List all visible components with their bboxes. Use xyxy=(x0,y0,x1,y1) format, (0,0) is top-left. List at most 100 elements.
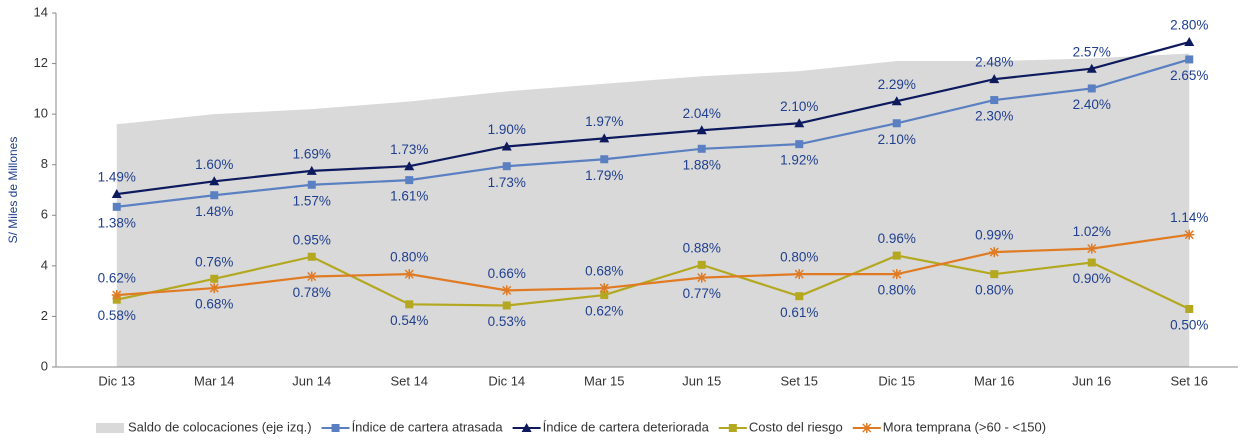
marker xyxy=(1086,243,1097,254)
marker xyxy=(521,423,532,432)
value-label: 2.40% xyxy=(1073,97,1111,112)
value-label: 1.61% xyxy=(390,189,428,204)
value-label: 2.10% xyxy=(780,99,818,114)
x-tick-label: Set 14 xyxy=(390,373,428,388)
marker xyxy=(599,133,610,143)
marker xyxy=(1087,84,1096,93)
value-label: 0.58% xyxy=(98,308,136,323)
marker xyxy=(599,283,610,294)
area xyxy=(116,53,1190,367)
marker xyxy=(112,202,121,211)
x-tick-label: Jun 16 xyxy=(1072,373,1111,388)
value-label: 1.73% xyxy=(488,175,526,190)
value-label: 0.80% xyxy=(390,250,428,265)
marker xyxy=(600,291,609,300)
marker xyxy=(989,74,1000,84)
marker xyxy=(696,125,707,135)
value-label: 1.60% xyxy=(195,157,233,172)
x-tick-label: Jun 15 xyxy=(682,373,721,388)
line xyxy=(116,40,1190,196)
value-label: 0.62% xyxy=(98,271,136,286)
value-label: 0.61% xyxy=(780,305,818,320)
value-label: 0.68% xyxy=(585,264,623,279)
marker xyxy=(728,424,737,432)
value-label: 2.04% xyxy=(683,106,721,121)
marker xyxy=(1184,37,1195,47)
marker xyxy=(210,191,219,200)
legend-label: Saldo de colocaciones (eje izq.) xyxy=(128,419,312,434)
value-label: 0.78% xyxy=(293,285,331,300)
legend-label: Mora temprana (>60 - <150) xyxy=(883,419,1046,434)
x-tick-label: Mar 15 xyxy=(584,373,624,388)
marker xyxy=(891,96,902,106)
marker xyxy=(892,251,901,260)
value-label: 1.14% xyxy=(1170,210,1208,225)
marker xyxy=(404,269,415,280)
value-label: 2.29% xyxy=(878,77,916,92)
marker xyxy=(502,301,511,310)
value-label: 1.57% xyxy=(293,193,331,208)
marker xyxy=(989,247,1000,258)
marker xyxy=(501,141,512,151)
value-label: 2.80% xyxy=(1170,18,1208,33)
value-label: 2.30% xyxy=(975,109,1013,124)
value-label: 0.54% xyxy=(390,313,428,328)
legend-label: Índice de cartera atrasada xyxy=(352,419,504,434)
x-tick-label: Mar 16 xyxy=(974,373,1014,388)
marker xyxy=(404,161,415,171)
value-label: 1.48% xyxy=(195,204,233,219)
value-label: 1.73% xyxy=(390,142,428,157)
value-label: 0.80% xyxy=(780,250,818,265)
value-label: 0.68% xyxy=(195,297,233,312)
marker xyxy=(1185,304,1194,313)
x-tick-label: Mar 14 xyxy=(194,373,234,388)
marker xyxy=(209,283,220,294)
y-axis-label: S/ Miles de Millones xyxy=(6,137,20,244)
marker xyxy=(861,423,872,433)
x-tick-label: Dic 14 xyxy=(488,373,525,388)
value-label: 0.50% xyxy=(1170,318,1208,333)
marker xyxy=(405,300,414,309)
marker xyxy=(990,270,999,279)
value-label: 0.95% xyxy=(293,232,331,247)
value-label: 1.49% xyxy=(98,170,136,185)
y-tick-label: 4 xyxy=(41,257,48,272)
value-label: 1.90% xyxy=(488,122,526,137)
value-label: 1.02% xyxy=(1073,224,1111,239)
value-label: 2.65% xyxy=(1170,68,1208,83)
value-label: 1.38% xyxy=(98,215,136,230)
marker xyxy=(794,269,805,280)
value-label: 2.48% xyxy=(975,55,1013,70)
y-tick-label: 12 xyxy=(34,55,48,70)
marker xyxy=(892,119,901,128)
marker xyxy=(696,272,707,283)
x-tick-label: Dic 13 xyxy=(98,373,135,388)
value-label: 0.90% xyxy=(1073,271,1111,286)
marker xyxy=(794,118,805,128)
marker xyxy=(307,180,316,189)
line xyxy=(116,254,1190,310)
marker xyxy=(209,176,220,186)
value-label: 1.92% xyxy=(780,153,818,168)
value-label: 0.53% xyxy=(488,314,526,329)
value-label: 1.97% xyxy=(585,114,623,129)
x-tick-label: Jun 14 xyxy=(292,373,331,388)
value-label: 1.88% xyxy=(683,157,721,172)
marker xyxy=(210,274,219,283)
marker xyxy=(111,189,122,199)
y-tick-label: 2 xyxy=(41,308,48,323)
legend-label: Índice de cartera deteriorada xyxy=(543,419,710,434)
marker xyxy=(990,96,999,105)
y-tick-label: 6 xyxy=(41,207,48,222)
marker xyxy=(795,292,804,301)
marker xyxy=(111,290,122,301)
value-label: 0.96% xyxy=(878,231,916,246)
marker xyxy=(502,162,511,171)
value-label: 0.80% xyxy=(975,283,1013,298)
y-tick-label: 8 xyxy=(41,156,48,171)
x-tick-label: Set 15 xyxy=(780,373,818,388)
marker xyxy=(1185,55,1194,64)
value-label: 0.80% xyxy=(878,283,916,298)
marker xyxy=(331,424,340,432)
y-tick-label: 10 xyxy=(34,106,48,121)
